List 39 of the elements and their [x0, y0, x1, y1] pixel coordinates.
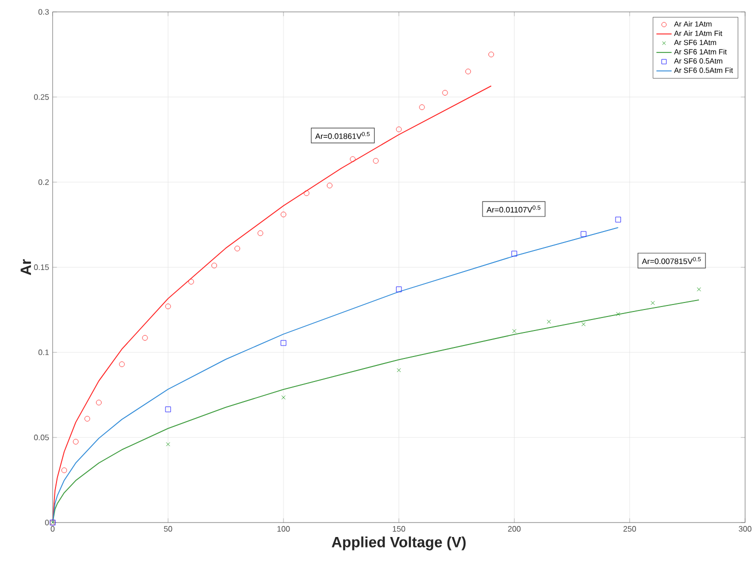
- point: [166, 442, 170, 446]
- point: [488, 51, 494, 58]
- point: [696, 287, 702, 292]
- point: [581, 322, 586, 326]
- point: [650, 300, 655, 305]
- point: [61, 467, 68, 473]
- point: [165, 406, 171, 412]
- point: [580, 231, 586, 237]
- point: [188, 278, 194, 284]
- point: [615, 216, 621, 222]
- point: [616, 312, 620, 316]
- point: [281, 395, 286, 400]
- point: [72, 438, 79, 444]
- y-axis-title: Ar: [20, 259, 31, 275]
- line-series: [52, 226, 619, 522]
- point: [304, 190, 310, 196]
- point: [211, 262, 218, 268]
- point: [84, 416, 90, 422]
- point: [280, 340, 286, 346]
- point: [396, 368, 401, 372]
- point: [142, 334, 148, 341]
- point: [419, 104, 425, 110]
- point: [396, 126, 402, 132]
- point: [465, 68, 471, 74]
- point: [350, 156, 356, 162]
- point: [546, 319, 551, 324]
- point: [326, 182, 332, 188]
- point: [258, 230, 264, 236]
- point: [396, 286, 402, 292]
- point: [372, 158, 379, 164]
- point: [96, 400, 102, 406]
- point: [119, 361, 125, 367]
- point: [512, 328, 516, 333]
- point: [280, 212, 286, 218]
- point: [442, 90, 448, 96]
- x-axis-title: Applied Voltage (V): [332, 536, 466, 550]
- point: [511, 250, 518, 256]
- point: [165, 303, 171, 310]
- point: [234, 246, 240, 252]
